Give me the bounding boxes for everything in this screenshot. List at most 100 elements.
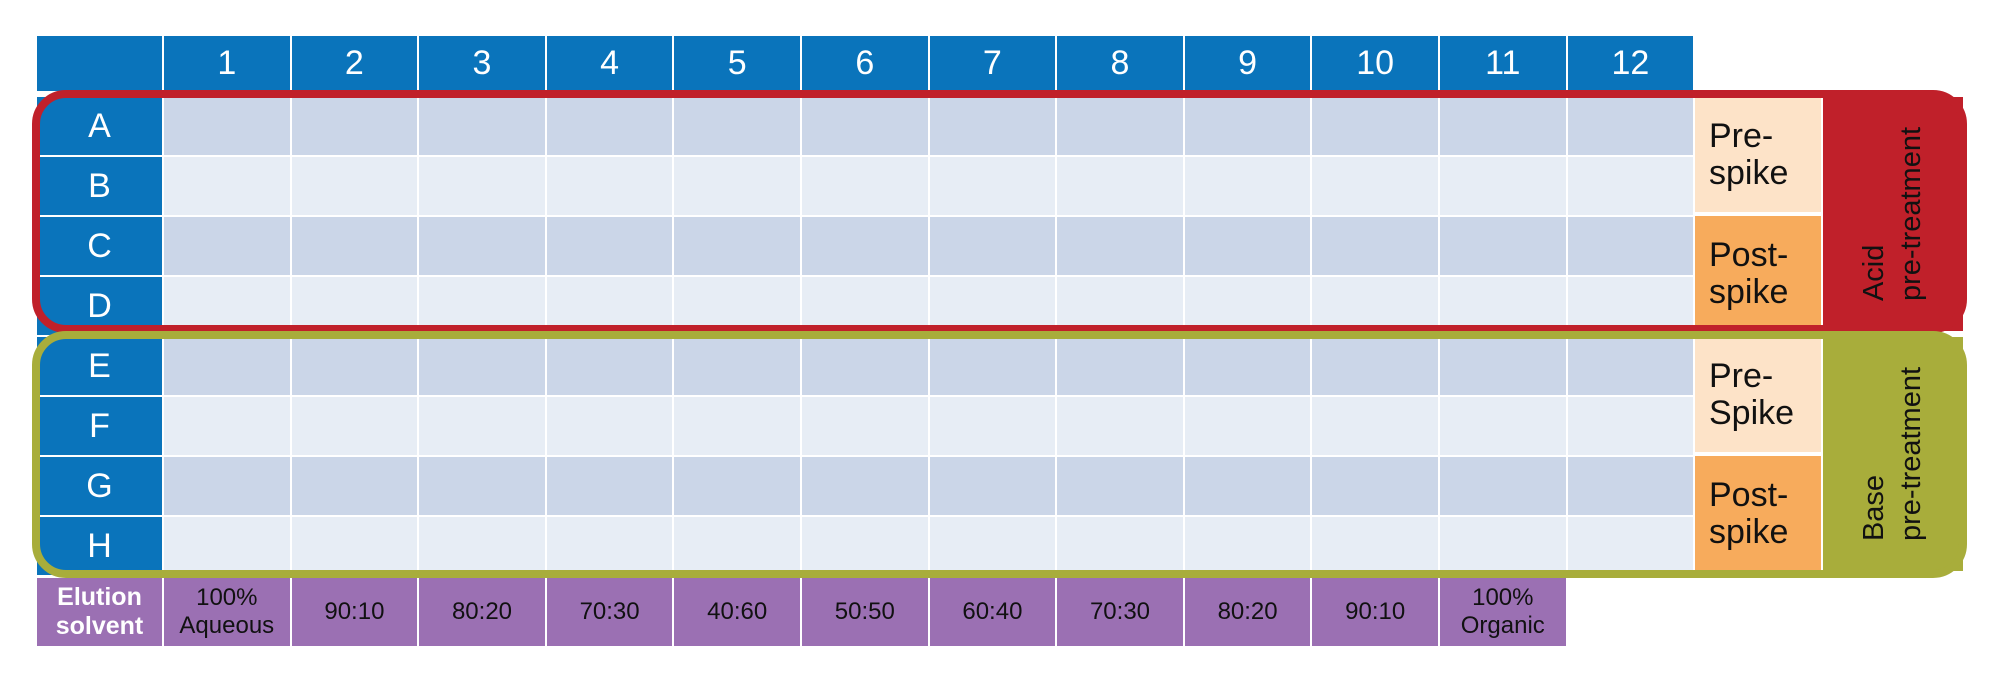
elution-cell-11: 100% Organic <box>1440 578 1566 646</box>
well-E4 <box>546 337 673 395</box>
row-header-E: E <box>37 337 162 395</box>
well-G12 <box>1567 457 1694 515</box>
elution-solvent-header: Elution solvent <box>37 578 162 646</box>
well-H11 <box>1440 517 1566 575</box>
column-header-7: 7 <box>929 36 1056 91</box>
well-B11 <box>1440 157 1566 215</box>
well-D2 <box>291 277 418 335</box>
well-G5 <box>674 457 800 515</box>
well-B12 <box>1567 157 1694 215</box>
well-H6 <box>802 517 928 575</box>
elution-cell-1: 100% Aqueous <box>164 578 290 646</box>
base-pre-spike-label: Pre- Spike <box>1695 337 1821 452</box>
well-D5 <box>674 277 800 335</box>
well-G9 <box>1184 457 1311 515</box>
well-D8 <box>1057 277 1183 335</box>
elution-cell-8: 70:30 <box>1057 578 1183 646</box>
well-C1 <box>164 217 290 275</box>
well-A10 <box>1312 97 1438 155</box>
well-G1 <box>164 457 290 515</box>
well-E12 <box>1567 337 1694 395</box>
base-treatment-label: Base pre-treatment <box>1858 366 1927 542</box>
column-header-1: 1 <box>164 36 290 91</box>
well-C11 <box>1440 217 1566 275</box>
column-header-6: 6 <box>802 36 928 91</box>
acid-pre-spike-label: Pre- spike <box>1695 97 1821 212</box>
well-C8 <box>1057 217 1183 275</box>
well-F11 <box>1440 397 1566 455</box>
well-F2 <box>291 397 418 455</box>
column-header-11: 11 <box>1440 36 1566 91</box>
column-header-4: 4 <box>546 36 673 91</box>
well-E6 <box>802 337 928 395</box>
row-header-A: A <box>37 97 162 155</box>
row-header-H: H <box>37 517 162 575</box>
column-header-5: 5 <box>674 36 800 91</box>
well-F9 <box>1184 397 1311 455</box>
well-C12 <box>1567 217 1694 275</box>
well-G11 <box>1440 457 1566 515</box>
well-E7 <box>929 337 1056 395</box>
well-D3 <box>419 277 545 335</box>
well-A3 <box>419 97 545 155</box>
well-A1 <box>164 97 290 155</box>
well-C2 <box>291 217 418 275</box>
well-D6 <box>802 277 928 335</box>
well-A12 <box>1567 97 1694 155</box>
column-header-12: 12 <box>1567 36 1694 91</box>
well-C4 <box>546 217 673 275</box>
base-treatment-block <box>1823 337 1963 571</box>
well-C7 <box>929 217 1056 275</box>
well-G7 <box>929 457 1056 515</box>
elution-cell-5: 40:60 <box>674 578 800 646</box>
well-G10 <box>1312 457 1438 515</box>
column-header-8: 8 <box>1057 36 1183 91</box>
well-H3 <box>419 517 545 575</box>
well-E8 <box>1057 337 1183 395</box>
acid-post-spike-label: Post- spike <box>1695 216 1821 331</box>
elution-cell-9: 80:20 <box>1184 578 1311 646</box>
well-E1 <box>164 337 290 395</box>
well-E2 <box>291 337 418 395</box>
base-post-spike-label: Post- spike <box>1695 456 1821 571</box>
well-H12 <box>1567 517 1694 575</box>
well-E5 <box>674 337 800 395</box>
well-H4 <box>546 517 673 575</box>
well-F3 <box>419 397 545 455</box>
well-D11 <box>1440 277 1566 335</box>
well-G4 <box>546 457 673 515</box>
well-B5 <box>674 157 800 215</box>
well-B3 <box>419 157 545 215</box>
column-header-2: 2 <box>291 36 418 91</box>
well-D9 <box>1184 277 1311 335</box>
well-A6 <box>802 97 928 155</box>
well-H1 <box>164 517 290 575</box>
well-E10 <box>1312 337 1438 395</box>
row-header-G: G <box>37 457 162 515</box>
well-F4 <box>546 397 673 455</box>
row-header-C: C <box>37 217 162 275</box>
acid-treatment-block <box>1823 97 1963 331</box>
well-A2 <box>291 97 418 155</box>
well-F7 <box>929 397 1056 455</box>
well-A7 <box>929 97 1056 155</box>
well-D4 <box>546 277 673 335</box>
well-H10 <box>1312 517 1438 575</box>
well-F5 <box>674 397 800 455</box>
well-F10 <box>1312 397 1438 455</box>
elution-cell-6: 50:50 <box>802 578 928 646</box>
well-C6 <box>802 217 928 275</box>
well-C5 <box>674 217 800 275</box>
elution-cell-10: 90:10 <box>1312 578 1438 646</box>
row-header-B: B <box>37 157 162 215</box>
well-B6 <box>802 157 928 215</box>
row-header-F: F <box>37 397 162 455</box>
well-B10 <box>1312 157 1438 215</box>
elution-cell-2: 90:10 <box>291 578 418 646</box>
column-header-10: 10 <box>1312 36 1438 91</box>
well-F8 <box>1057 397 1183 455</box>
column-header-3: 3 <box>419 36 545 91</box>
corner-cell <box>37 36 162 91</box>
elution-cell-3: 80:20 <box>419 578 545 646</box>
well-D7 <box>929 277 1056 335</box>
